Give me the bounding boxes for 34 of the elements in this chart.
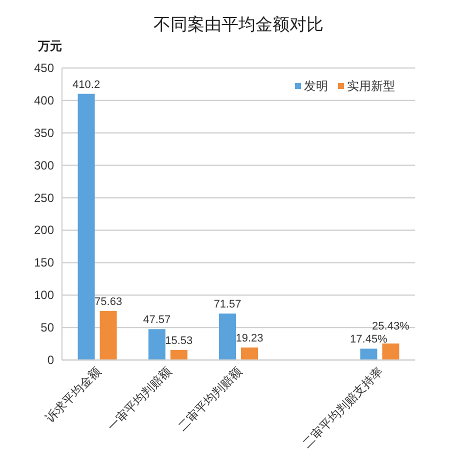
bar	[78, 94, 95, 360]
y-tick-label: 150	[34, 256, 54, 270]
x-tick-label: 二审平均判赔额	[175, 364, 245, 434]
chart-title: 不同案由平均金额对比	[154, 15, 324, 34]
x-tick-label: 一审平均判赔额	[104, 364, 174, 434]
y-axis-title: 万元	[37, 39, 62, 53]
y-tick-label: 450	[34, 61, 54, 75]
bar	[241, 348, 258, 360]
legend-label: 发明	[304, 79, 328, 93]
bar	[219, 314, 236, 360]
y-tick-label: 0	[47, 353, 54, 367]
y-tick-label: 400	[34, 93, 54, 108]
y-tick-label: 300	[34, 158, 54, 172]
y-tick-label: 200	[34, 223, 54, 238]
y-tick-label: 100	[34, 288, 54, 302]
y-tick-label: 50	[40, 320, 54, 335]
bar	[148, 329, 166, 360]
x-tick-label: 诉求平均金额	[42, 364, 104, 426]
bar	[100, 310, 117, 360]
bar	[382, 344, 400, 360]
y-tick-label: 250	[34, 190, 54, 205]
data-label: 410.2	[72, 78, 100, 91]
data-label: 19.23	[236, 332, 264, 345]
x-tick-label: 二审平均判赔支持率	[300, 364, 386, 450]
data-label: 71.57	[214, 298, 242, 311]
data-label: 17.45%	[350, 334, 388, 346]
bar	[170, 350, 188, 360]
data-label: 15.53	[165, 334, 193, 347]
data-label: 25.43%	[372, 320, 410, 333]
legend-label: 实用新型	[347, 79, 395, 93]
y-tick-label: 350	[34, 126, 54, 140]
data-label: 47.57	[143, 314, 171, 326]
bar	[360, 348, 378, 360]
data-label: 75.63	[94, 296, 122, 308]
